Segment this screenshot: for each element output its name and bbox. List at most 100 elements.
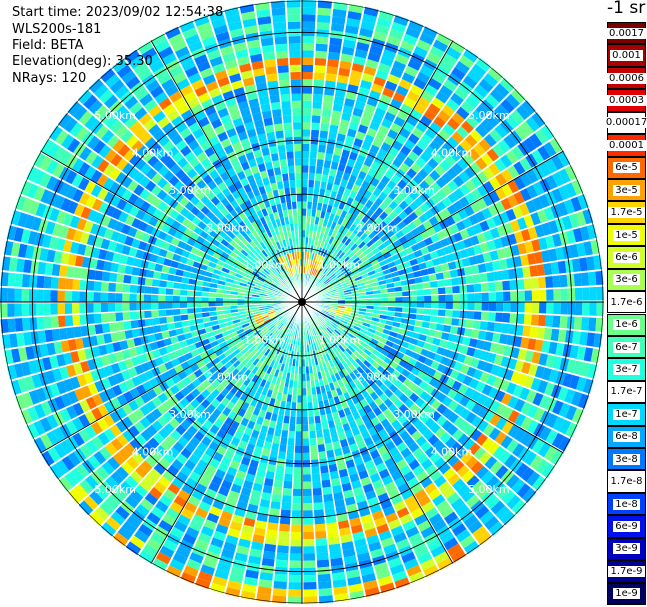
range-gate-cell bbox=[377, 62, 391, 74]
range-gate-cell bbox=[379, 383, 389, 393]
range-gate-cell bbox=[306, 373, 311, 381]
range-gate-cell bbox=[318, 400, 325, 409]
range-gate-cell bbox=[302, 151, 310, 159]
range-gate-cell bbox=[282, 488, 293, 496]
range-gate-cell bbox=[316, 21, 330, 31]
range-gate-cell bbox=[316, 334, 322, 342]
range-gate-cell bbox=[209, 506, 223, 517]
range-gate-cell bbox=[404, 398, 415, 409]
range-gate-cell bbox=[376, 341, 386, 349]
range-gate-cell bbox=[364, 334, 373, 342]
range-gate-cell bbox=[342, 256, 350, 264]
range-gate-cell bbox=[241, 524, 255, 535]
range-gate-cell bbox=[495, 103, 510, 119]
range-gate-cell bbox=[280, 400, 287, 409]
range-gate-cell bbox=[406, 324, 415, 332]
range-gate-cell bbox=[263, 356, 270, 365]
range-gate-cell bbox=[557, 201, 569, 217]
range-gate-cell bbox=[292, 503, 302, 511]
range-gate-cell bbox=[285, 319, 291, 327]
range-gate-cell bbox=[488, 190, 501, 204]
range-gate-cell bbox=[589, 302, 597, 316]
range-gate-cell bbox=[427, 102, 441, 116]
range-gate-cell bbox=[343, 98, 355, 108]
range-gate-cell bbox=[293, 380, 298, 389]
range-gate-cell bbox=[454, 60, 470, 75]
range-gate-cell bbox=[385, 512, 399, 524]
range-gate-cell bbox=[506, 334, 516, 346]
range-gate-cell bbox=[311, 201, 318, 210]
range-gate-cell bbox=[179, 296, 188, 302]
range-gate-cell bbox=[399, 393, 409, 404]
range-gate-cell bbox=[177, 514, 192, 527]
range-gate-cell bbox=[398, 210, 408, 221]
range-gate-cell bbox=[327, 228, 334, 237]
range-gate-cell bbox=[256, 468, 267, 478]
range-gate-cell bbox=[265, 470, 276, 480]
range-gate-cell bbox=[317, 573, 332, 582]
range-gate-cell bbox=[470, 175, 483, 188]
range-gate-cell bbox=[247, 380, 256, 390]
range-gate-cell bbox=[473, 311, 482, 320]
range-gate-cell bbox=[438, 59, 454, 73]
range-gate-cell bbox=[253, 527, 267, 537]
range-gate-cell bbox=[322, 101, 333, 111]
range-gate-cell bbox=[337, 225, 345, 234]
range-gate-cell bbox=[341, 400, 349, 410]
range-gate-cell bbox=[239, 531, 253, 542]
range-gate-cell bbox=[282, 356, 288, 365]
range-gate-cell bbox=[360, 341, 369, 349]
range-gate-cell bbox=[503, 302, 511, 312]
range-gate-cell bbox=[350, 253, 358, 262]
range-gate-cell bbox=[259, 362, 267, 371]
range-gate-cell bbox=[504, 454, 518, 469]
range-gate-cell bbox=[419, 64, 434, 78]
range-gate-cell bbox=[408, 459, 421, 471]
range-gate-cell bbox=[385, 256, 394, 264]
range-gate-cell bbox=[240, 590, 256, 601]
range-gate-cell bbox=[456, 372, 467, 383]
range-gate-cell bbox=[434, 427, 447, 439]
range-gate-cell bbox=[574, 287, 583, 301]
range-gate-cell bbox=[121, 461, 135, 475]
range-gate-cell bbox=[271, 317, 279, 324]
range-gate-cell bbox=[241, 337, 250, 345]
range-gate-cell bbox=[175, 546, 191, 559]
range-gate-cell bbox=[271, 14, 286, 24]
range-gate-cell bbox=[247, 333, 256, 341]
range-gate-cell bbox=[253, 445, 263, 455]
range-gate-cell bbox=[59, 328, 68, 341]
range-gate-cell bbox=[327, 261, 334, 269]
range-gate-cell bbox=[439, 531, 455, 545]
range-gate-cell bbox=[363, 579, 379, 591]
range-gate-cell bbox=[346, 158, 356, 168]
range-gate-cell bbox=[331, 276, 339, 283]
range-gate-cell bbox=[291, 100, 301, 109]
range-gate-cell bbox=[516, 216, 528, 230]
range-gate-cell bbox=[202, 356, 212, 365]
range-gate-cell bbox=[249, 548, 263, 558]
range-gate-cell bbox=[538, 161, 552, 177]
range-gate-cell bbox=[231, 368, 240, 377]
range-gate-cell bbox=[388, 518, 402, 530]
range-gate-cell bbox=[334, 231, 342, 240]
range-gate-cell bbox=[364, 368, 374, 377]
range-gate-cell bbox=[395, 133, 407, 145]
range-gate-cell bbox=[522, 266, 531, 278]
range-gate-cell bbox=[470, 357, 480, 369]
range-gate-cell bbox=[192, 513, 206, 526]
range-gate-cell bbox=[302, 416, 309, 425]
range-gate-cell bbox=[499, 154, 513, 168]
range-gate-cell bbox=[287, 445, 295, 453]
range-gate-cell bbox=[217, 353, 227, 362]
range-gate-cell bbox=[445, 286, 453, 294]
range-gate-cell bbox=[510, 370, 521, 384]
range-gate-cell bbox=[387, 311, 395, 317]
range-gate-cell bbox=[124, 265, 134, 276]
range-gate-cell bbox=[71, 303, 80, 315]
range-gate-cell bbox=[518, 202, 530, 216]
range-gate-cell bbox=[196, 360, 206, 369]
range-gate-cell bbox=[416, 223, 427, 234]
range-gate-cell bbox=[360, 255, 369, 263]
range-gate-cell bbox=[333, 147, 343, 156]
